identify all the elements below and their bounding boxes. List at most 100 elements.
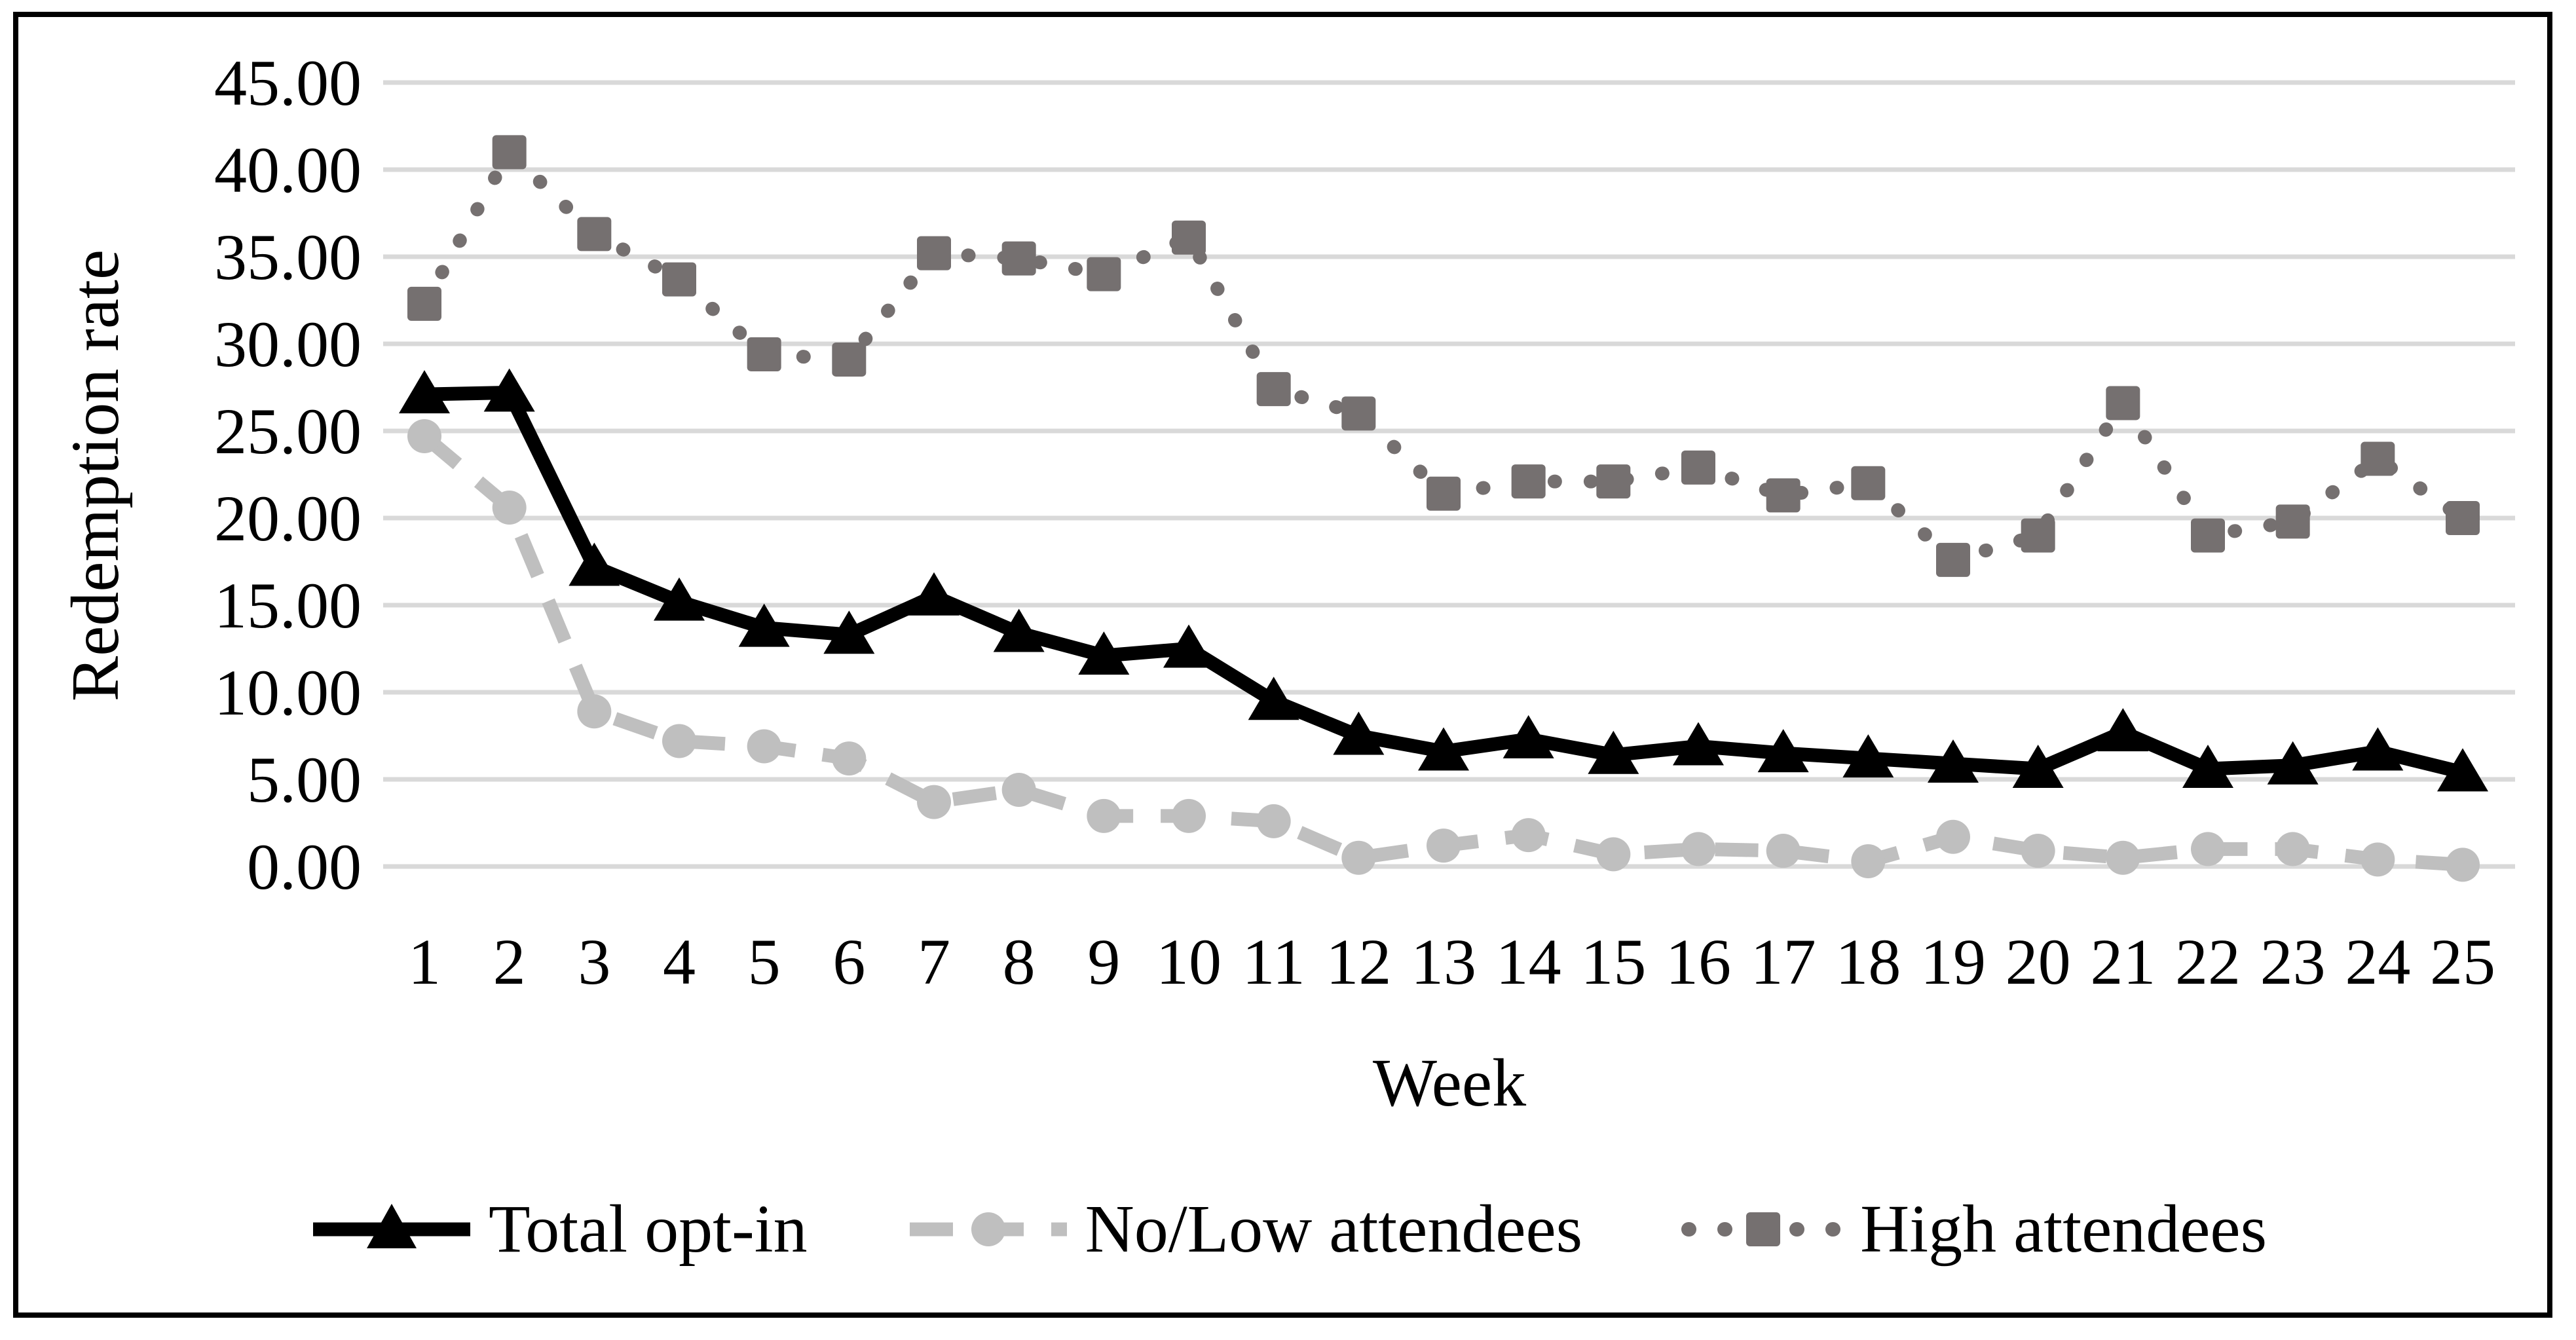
data-point-marker — [1842, 734, 1894, 778]
x-tick-label: 19 — [1920, 925, 1986, 998]
data-point-marker — [2106, 840, 2140, 875]
data-point-marker — [1928, 739, 1979, 783]
data-point-marker — [1681, 450, 1715, 485]
data-point-marker — [1427, 828, 1461, 863]
legend-label-high-attendees: High attendees — [1860, 1191, 2268, 1267]
x-tick-label: 15 — [1580, 925, 1646, 998]
data-point-marker — [2352, 727, 2404, 771]
y-tick-label: 45.00 — [214, 47, 362, 119]
legend-marker-no-low-attendees-icon — [909, 1212, 1067, 1246]
x-tick-label: 11 — [1242, 925, 1305, 998]
legend-marker-total-opt-in-icon — [312, 1204, 470, 1248]
data-point-marker — [1766, 478, 1801, 513]
x-tick-label: 18 — [1835, 925, 1901, 998]
x-axis-title: Week — [1373, 1045, 1526, 1121]
data-point-marker — [1596, 464, 1631, 499]
data-point-marker — [908, 572, 960, 616]
x-tick-label: 4 — [663, 925, 696, 998]
legend-label-total-opt-in: Total opt-in — [488, 1191, 808, 1267]
data-point-marker — [993, 608, 1045, 652]
data-point-marker — [832, 741, 867, 776]
data-point-marker — [1087, 257, 1121, 291]
data-point-marker — [1172, 798, 1206, 833]
x-tick-label: 2 — [493, 925, 526, 998]
x-tick-label: 8 — [1003, 925, 1036, 998]
x-tick-label: 21 — [2090, 925, 2156, 998]
data-point-marker — [738, 603, 790, 647]
data-point-marker — [1851, 844, 1886, 879]
data-point-marker — [2021, 518, 2055, 553]
data-point-marker — [2182, 745, 2233, 789]
data-point-marker — [1256, 372, 1291, 407]
legend-label-no-low-attendees: No/Low attendees — [1085, 1191, 1583, 1267]
y-tick-label: 30.00 — [214, 308, 362, 381]
legend-item-no-low-attendees: No/Low attendees — [906, 1187, 1583, 1272]
data-point-marker — [2361, 441, 2395, 476]
data-point-marker — [1681, 832, 1715, 866]
data-point-marker — [1936, 542, 1970, 577]
data-point-marker — [1851, 466, 1886, 500]
chart-legend: Total opt-in No/Low attendees High atten… — [0, 1187, 2576, 1272]
x-tick-label: 5 — [748, 925, 781, 998]
data-point-marker — [1001, 241, 1036, 276]
data-point-marker — [1256, 804, 1291, 838]
data-point-marker — [654, 577, 705, 621]
x-tick-label: 17 — [1751, 925, 1816, 998]
data-point-marker — [407, 419, 441, 453]
y-tick-label: 25.00 — [214, 395, 362, 468]
data-point-marker — [1503, 715, 1554, 758]
data-point-marker — [1511, 464, 1546, 499]
data-point-marker — [917, 785, 951, 819]
y-tick-label: 5.00 — [247, 743, 362, 816]
data-point-marker — [2012, 745, 2064, 789]
chart-outer-border — [13, 12, 2552, 1318]
data-point-marker — [2275, 832, 2310, 866]
data-point-marker — [577, 694, 612, 729]
y-tick-label: 20.00 — [214, 482, 362, 555]
x-tick-label: 3 — [578, 925, 610, 998]
data-point-marker — [1087, 798, 1121, 833]
legend-item-total-opt-in: Total opt-in — [309, 1187, 808, 1272]
data-point-marker — [662, 262, 696, 297]
x-tick-label: 25 — [2430, 925, 2495, 998]
data-point-marker — [407, 286, 441, 321]
data-point-marker — [2275, 504, 2310, 539]
x-tick-label: 12 — [1326, 925, 1391, 998]
data-point-marker — [1757, 729, 1809, 773]
data-point-marker — [492, 135, 527, 170]
legend-marker-high-attendees-icon — [1681, 1212, 1846, 1246]
data-point-marker — [2267, 741, 2319, 785]
data-point-marker — [577, 217, 612, 251]
data-point-marker — [1341, 840, 1376, 875]
plot-area: 0.00 5.00 10.00 15.00 20.00 25.00 30.00 35.00 40… — [214, 47, 2515, 998]
data-point-marker — [2446, 847, 2480, 882]
data-point-marker — [1427, 476, 1461, 511]
data-point-marker — [2021, 834, 2055, 868]
x-tick-label: 24 — [2345, 925, 2410, 998]
data-point-marker — [1418, 727, 1469, 771]
x-tick-label: 13 — [1411, 925, 1476, 998]
data-point-marker — [492, 491, 527, 525]
y-tick-label: 15.00 — [214, 569, 362, 642]
x-tick-label: 6 — [832, 925, 865, 998]
x-tick-label: 1 — [408, 925, 441, 998]
data-point-marker — [747, 729, 781, 764]
data-point-marker — [1001, 772, 1036, 807]
data-point-marker — [747, 337, 781, 371]
data-point-marker — [2097, 708, 2149, 752]
x-tick-label: 20 — [2006, 925, 2071, 998]
y-tick-label: 10.00 — [214, 656, 362, 729]
x-tick-label: 7 — [918, 925, 950, 998]
y-tick-label: 35.00 — [214, 221, 362, 293]
data-point-marker — [1673, 722, 1724, 766]
data-point-marker — [2191, 518, 2225, 553]
data-point-marker — [662, 724, 696, 758]
y-axis-title: Redemption rate — [58, 250, 133, 701]
data-point-marker — [2191, 832, 2225, 866]
data-point-marker — [1248, 677, 1299, 720]
data-point-marker — [2106, 386, 2140, 420]
data-point-marker — [1333, 711, 1385, 755]
data-point-marker — [823, 610, 875, 654]
data-point-marker — [1588, 730, 1639, 774]
